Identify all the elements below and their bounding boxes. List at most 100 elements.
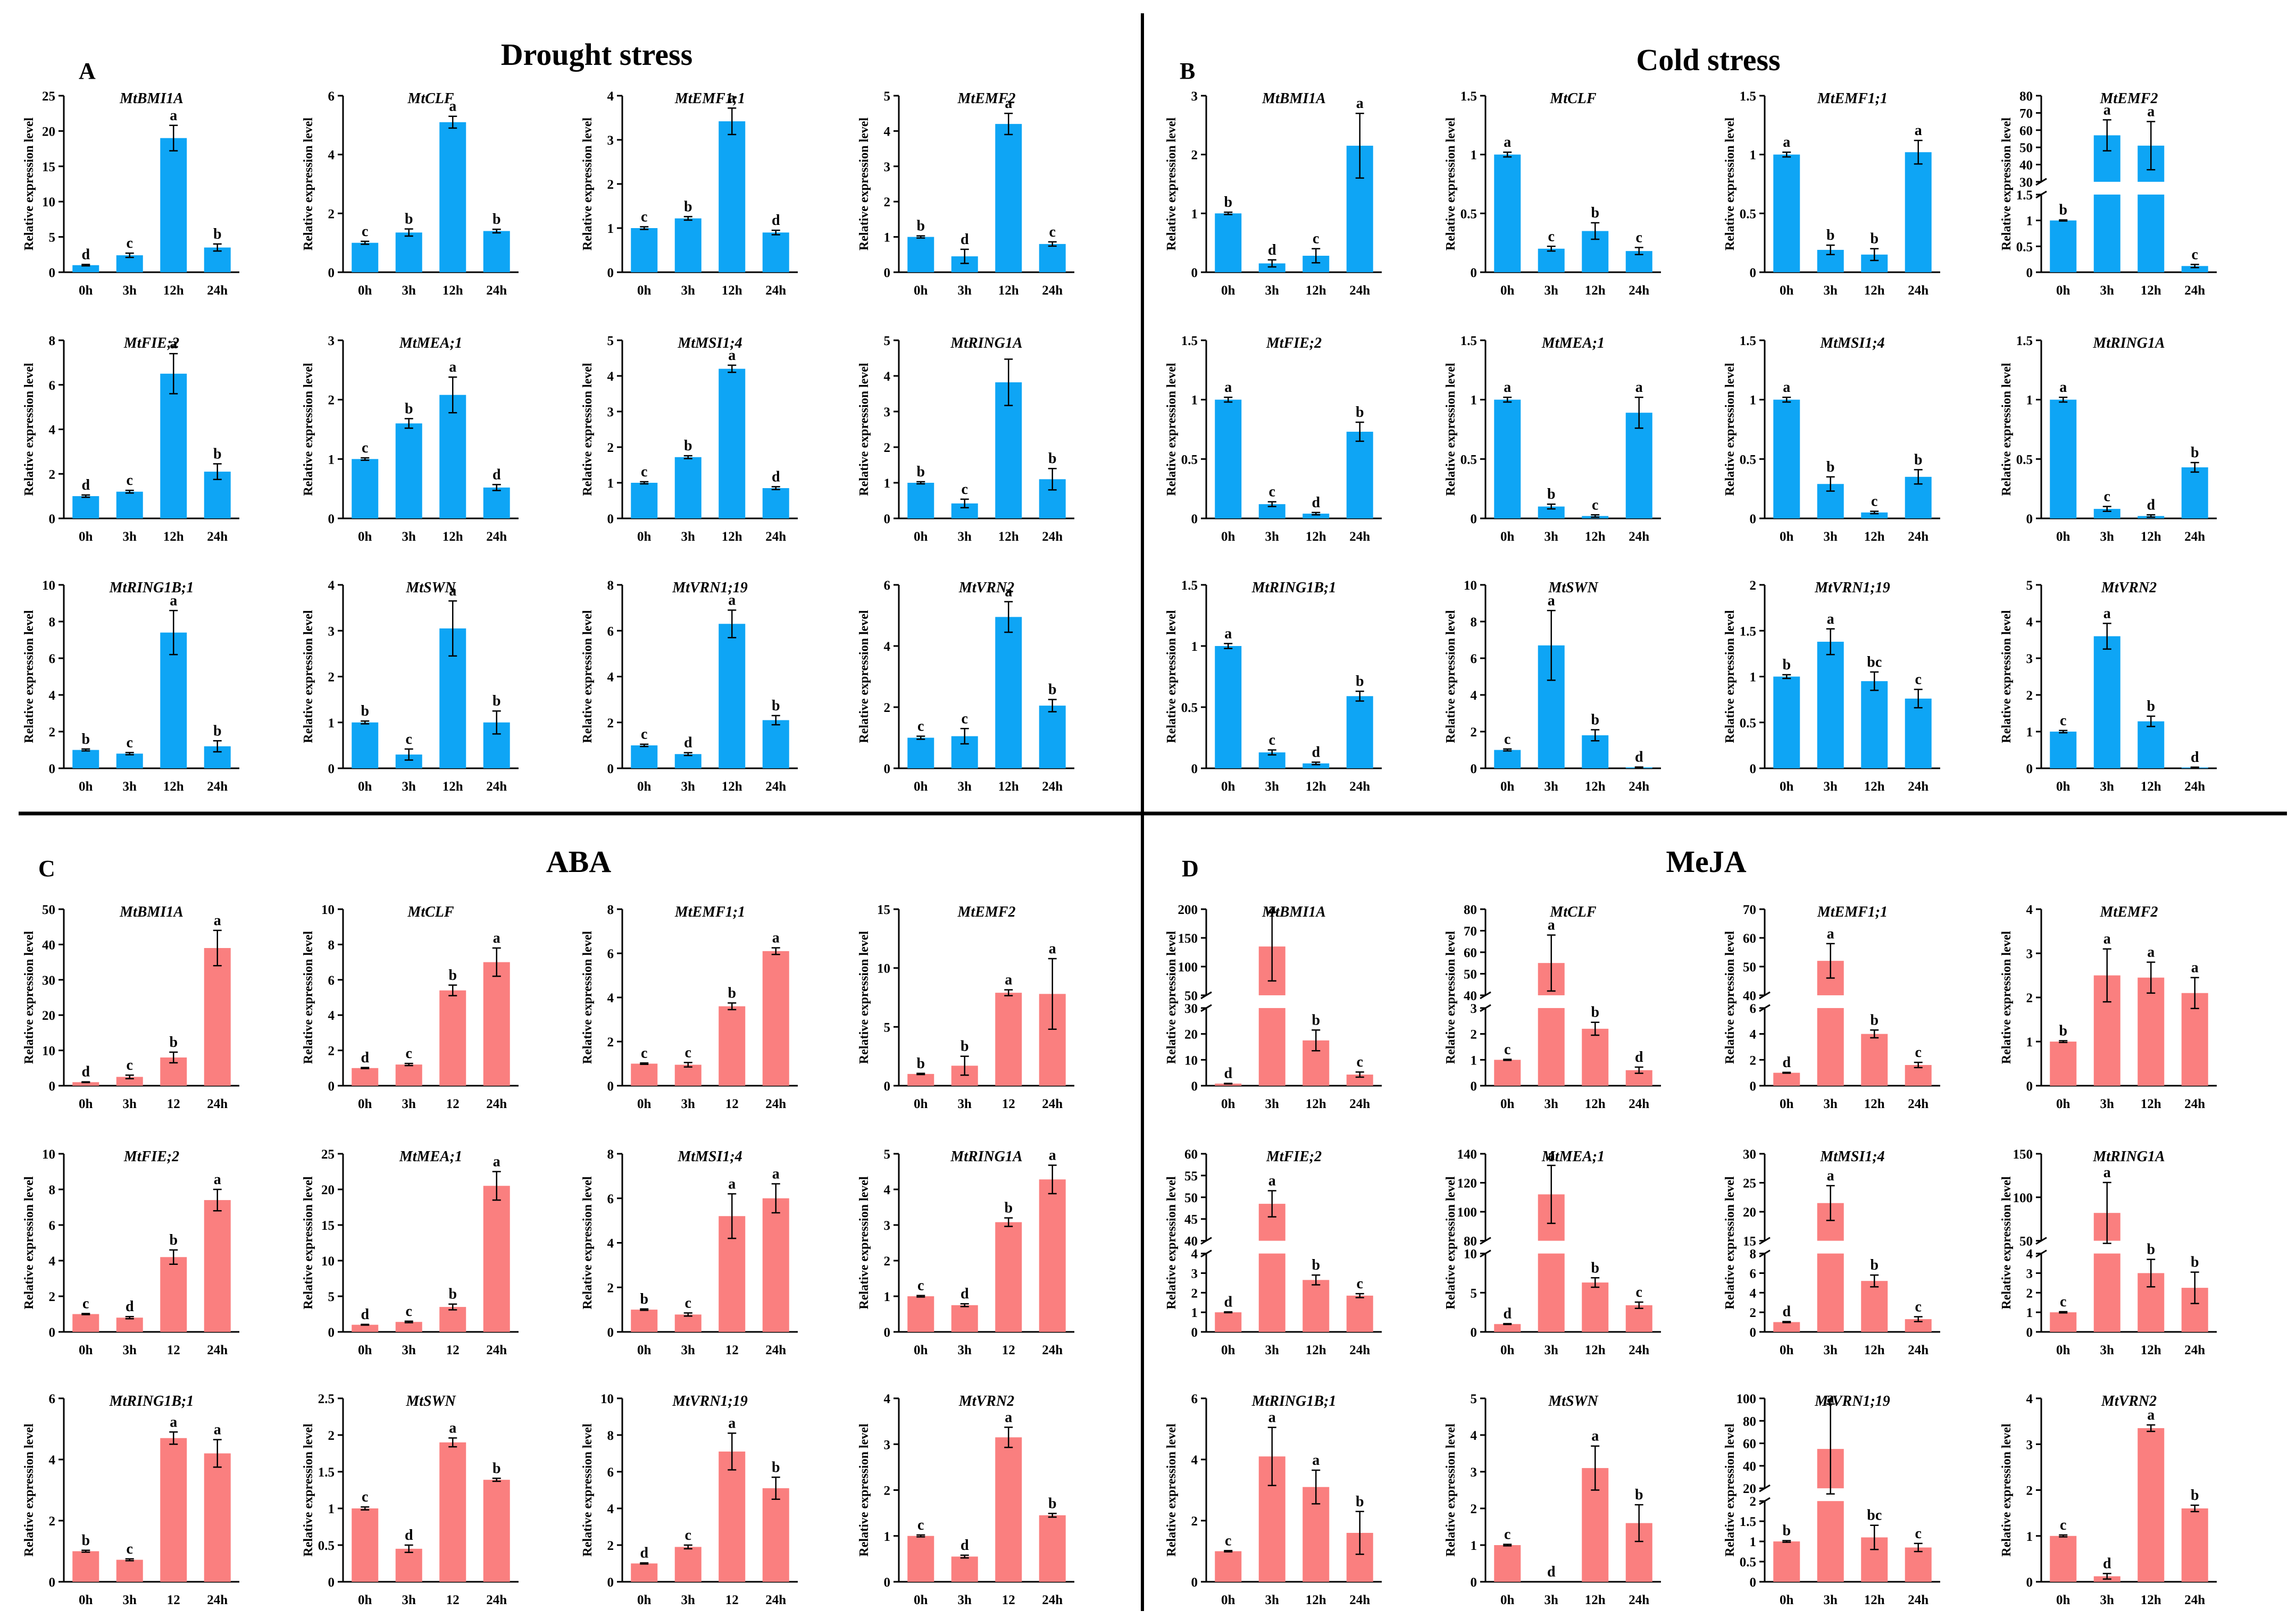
bar [719, 624, 746, 768]
bar [951, 1305, 978, 1332]
significance-letter: a [728, 347, 736, 364]
y-tick-label: 1.5 [1181, 578, 1198, 593]
x-tick-label: 24h [765, 1593, 786, 1607]
y-tick-label: 1 [1191, 207, 1198, 221]
y-tick-label: 1 [2026, 214, 2033, 229]
bar [1346, 1295, 1373, 1332]
panel-B-mtvrn1-19: 0 0.5 1 1.5 2 Relative expression level MtVRN1… [1723, 578, 1940, 794]
y-tick-label: 100 [1457, 1205, 1477, 1220]
y-tick-label: 0 [2026, 1326, 2033, 1340]
x-tick-label: 24h [2184, 1097, 2205, 1111]
x-tick-label: 24h [1629, 779, 1649, 794]
x-tick-label: 12h [2141, 283, 2161, 298]
bar [1625, 1305, 1652, 1332]
y-tick-label: 80 [1464, 903, 1477, 917]
x-tick-label: 3h [958, 779, 972, 794]
x-tick-label: 3h [958, 1343, 972, 1357]
x-tick-label: 24h [1629, 1593, 1649, 1607]
significance-letter: b [1870, 1257, 1878, 1273]
significance-letter: bc [1867, 654, 1882, 670]
panel-D-mtvrn1-19: 0 0.5 1 1.5 220 40 60 80 100 Relative expression … [1723, 1390, 1940, 1607]
x-tick-label: 0h [1221, 779, 1235, 794]
significance-letter: d [492, 466, 501, 483]
bar [2050, 399, 2077, 518]
significance-letter: b [81, 1532, 90, 1549]
y-axis-label: Relative expression level [1165, 1176, 1179, 1310]
x-tick-label: 12h [1306, 1593, 1326, 1607]
y-tick-label: 0 [884, 266, 891, 280]
y-tick-label: 0 [1750, 1326, 1757, 1340]
x-tick-label: 0h [1221, 1097, 1235, 1111]
y-tick-label: 3 [1191, 89, 1198, 104]
y-tick-label: 0 [1471, 1326, 1477, 1340]
x-tick-label: 3h [402, 283, 416, 298]
y-tick-label: 15 [42, 160, 55, 174]
panel-title: MtEMF2 [957, 90, 1016, 107]
significance-letter: a [1005, 972, 1012, 988]
y-tick-label: 70 [1464, 924, 1477, 938]
panel-title: MtRING1B;1 [109, 580, 194, 596]
panel-title: MtVRN1;19 [672, 580, 748, 596]
bar [1215, 1084, 1242, 1086]
x-tick-label: 12h [1306, 1343, 1326, 1357]
bar [1817, 1203, 1844, 1332]
bar [1494, 1545, 1521, 1582]
y-axis-label: Relative expression level [1165, 1423, 1179, 1557]
x-tick-label: 24h [1629, 530, 1649, 544]
significance-letter: a [728, 592, 736, 608]
x-tick-label: 3h [2100, 779, 2115, 794]
significance-letter: b [1914, 451, 1923, 468]
y-tick-label: 0 [1750, 512, 1757, 526]
bar [1039, 244, 1066, 272]
y-tick-label: 0 [49, 266, 56, 280]
section-letter-B: B [1180, 58, 1195, 84]
y-tick-label: 3 [607, 133, 614, 148]
x-tick-label: 3h [1265, 283, 1280, 298]
y-axis-label: Relative expression level [302, 610, 315, 743]
y-tick-label: 20 [42, 1009, 55, 1023]
y-tick-label: 6 [1471, 652, 1477, 666]
significance-letter: a [214, 1171, 221, 1188]
significance-letter: b [2191, 1487, 2199, 1504]
y-tick-label: 70 [2019, 106, 2033, 121]
significance-letter: a [2147, 104, 2155, 120]
y-tick-label: 4 [1471, 689, 1477, 703]
y-tick-label: 0 [1191, 1326, 1198, 1340]
bar [1905, 698, 1932, 768]
y-tick-label: 10 [42, 578, 55, 593]
significance-letter: d [1503, 1306, 1512, 1322]
panel-title: MtSWN [1548, 1393, 1599, 1410]
y-axis-label: Relative expression level [857, 118, 871, 251]
significance-letter: d [1782, 1304, 1791, 1320]
y-tick-label: 10 [42, 1147, 55, 1162]
y-axis-label: Relative expression level [22, 363, 36, 496]
y-tick-label: 4 [49, 1254, 56, 1269]
significance-letter: a [1049, 941, 1056, 957]
significance-letter: b [961, 1038, 969, 1055]
bar-break-gap [1816, 1240, 1845, 1254]
significance-letter: d [640, 1545, 648, 1561]
panel-B-mtemf2: 0 0.5 1 1.530 40 50 60 70 80 Relative expression … [2000, 89, 2217, 298]
y-tick-label: 4 [1750, 1286, 1757, 1301]
x-tick-label: 12h [1306, 283, 1326, 298]
bar [352, 722, 379, 768]
significance-letter: b [169, 1232, 178, 1248]
y-tick-label: 80 [1743, 1414, 1756, 1429]
significance-letter: c [1049, 224, 1056, 240]
y-tick-label: 30 [1743, 1147, 1756, 1162]
bar [1494, 1324, 1521, 1332]
y-tick-label: 0 [49, 762, 56, 776]
axis-break-mark [2035, 1249, 2047, 1257]
bar [439, 122, 466, 273]
y-tick-label: 2 [49, 467, 56, 482]
bar [674, 754, 702, 768]
significance-letter: b [405, 211, 413, 228]
x-tick-label: 24h [765, 1343, 786, 1357]
panel-title: MtEMF1;1 [1817, 904, 1888, 920]
panel-B-mtfie-2: 0 0.5 1 1.5 Relative expression level MtFIE;2… [1165, 334, 1382, 544]
x-tick-label: 0h [358, 1343, 372, 1357]
bar [951, 1556, 978, 1582]
significance-letter: c [1269, 732, 1275, 749]
significance-letter: b [640, 1291, 648, 1307]
